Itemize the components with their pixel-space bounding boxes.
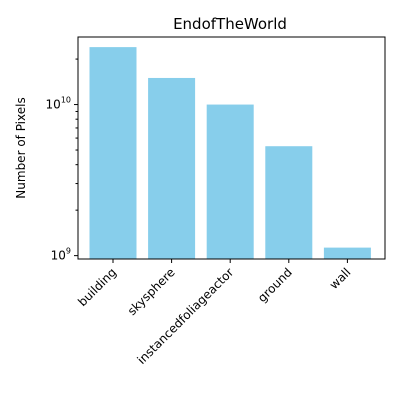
bars-group: [89, 47, 371, 260]
y-axis-label: Number of Pixels: [14, 97, 28, 198]
chart-title: EndofTheWorld: [173, 15, 287, 33]
bar-ground: [265, 146, 313, 259]
bar-skysphere: [148, 77, 196, 260]
bar-wall: [323, 247, 371, 259]
y-tick-label: 1010: [46, 96, 71, 112]
x-tick-label: skysphere: [125, 265, 178, 318]
y-ticks: 109 1010: [46, 58, 78, 263]
x-tick-label: ground: [255, 265, 295, 305]
bar-instancedfoliageactor: [206, 104, 254, 260]
x-tick-label: building: [75, 265, 119, 309]
x-tick-label: instancedfoliageactor: [135, 265, 237, 367]
y-tick-label: 109: [51, 247, 71, 263]
plot-frame: [77, 36, 386, 260]
x-tick-label: wall: [327, 265, 354, 292]
bar-building: [89, 47, 137, 259]
